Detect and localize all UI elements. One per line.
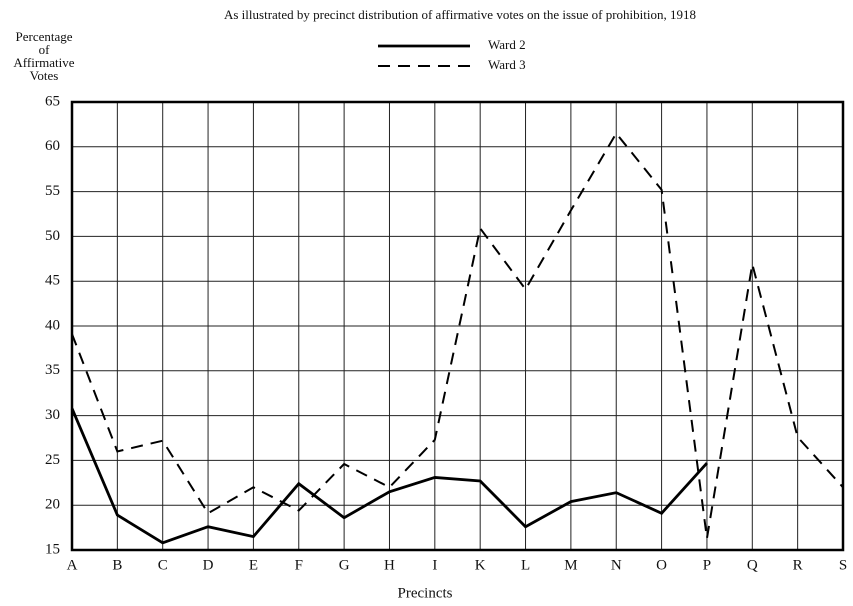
y-axis-label: Votes (30, 68, 59, 83)
y-tick-label: 15 (45, 541, 60, 557)
y-axis-label: of (39, 42, 51, 57)
y-tick-label: 55 (45, 183, 60, 199)
plot-frame (70, 100, 845, 552)
chart-title: As illustrated by precinct distribution … (224, 7, 696, 22)
y-axis-label: Percentage (15, 29, 72, 44)
y-tick-label: 40 (45, 317, 60, 333)
x-tick-label: A (67, 557, 78, 573)
y-tick-label: 20 (45, 497, 60, 513)
x-tick-label: D (203, 557, 214, 573)
y-tick-label: 60 (45, 138, 60, 154)
legend-label: Ward 3 (488, 57, 526, 72)
x-tick-label: B (112, 557, 122, 573)
x-tick-label: L (521, 557, 530, 573)
y-tick-label: 25 (45, 452, 60, 468)
x-tick-label: K (475, 557, 486, 573)
x-tick-label: Q (747, 557, 758, 573)
y-tick-label: 50 (45, 228, 60, 244)
x-tick-label: N (611, 557, 622, 573)
x-tick-label: S (839, 557, 847, 573)
y-axis-label: Affirmative (13, 55, 74, 70)
y-tick-label: 65 (45, 93, 60, 109)
x-tick-label: P (703, 557, 711, 573)
series-line (71, 131, 844, 539)
y-tick-label: 35 (45, 362, 60, 378)
x-tick-label: O (656, 557, 667, 573)
x-tick-label: F (295, 557, 303, 573)
x-tick-label: H (384, 557, 395, 573)
legend-label: Ward 2 (488, 37, 526, 52)
y-tick-label: 45 (45, 273, 60, 289)
x-tick-label: I (432, 557, 437, 573)
x-tick-label: M (564, 557, 577, 573)
series-line (70, 407, 708, 545)
x-tick-label: C (158, 557, 168, 573)
y-tick-label: 30 (45, 407, 60, 423)
x-tick-label: G (339, 557, 350, 573)
x-tick-label: E (249, 557, 258, 573)
x-axis-label: Precincts (398, 585, 453, 601)
x-tick-label: R (793, 557, 803, 573)
